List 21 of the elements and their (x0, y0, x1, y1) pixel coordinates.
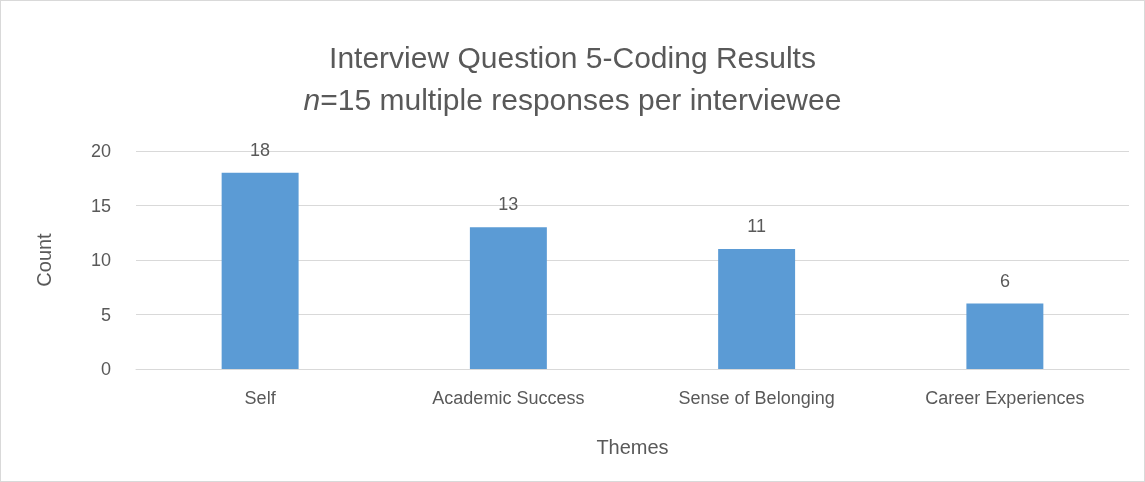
bar (718, 249, 796, 369)
data-label: 18 (250, 139, 271, 160)
x-tick-label: Career Experiences (925, 388, 1085, 408)
chart-title: Interview Question 5-Coding Results (329, 40, 816, 74)
bar (469, 227, 547, 369)
y-tick-label: 0 (100, 359, 111, 379)
chart-subtitle: n=15 multiple responses per interviewee (303, 82, 842, 116)
x-axis-title: Themes (596, 436, 669, 458)
y-tick-label: 20 (90, 141, 111, 161)
y-tick-label: 10 (90, 250, 111, 270)
y-tick-label: 15 (90, 195, 111, 216)
x-tick-label: Academic Success (432, 388, 585, 408)
y-tick-label: 5 (100, 304, 111, 325)
x-tick-label: Sense of Belonging (678, 388, 835, 408)
data-label: 11 (747, 216, 766, 237)
bar (221, 172, 299, 369)
data-label: 6 (999, 270, 1010, 291)
data-label: 13 (498, 194, 519, 215)
bar (966, 303, 1044, 369)
y-axis-title: Count (33, 232, 55, 287)
x-tick-label: Self (244, 388, 277, 408)
